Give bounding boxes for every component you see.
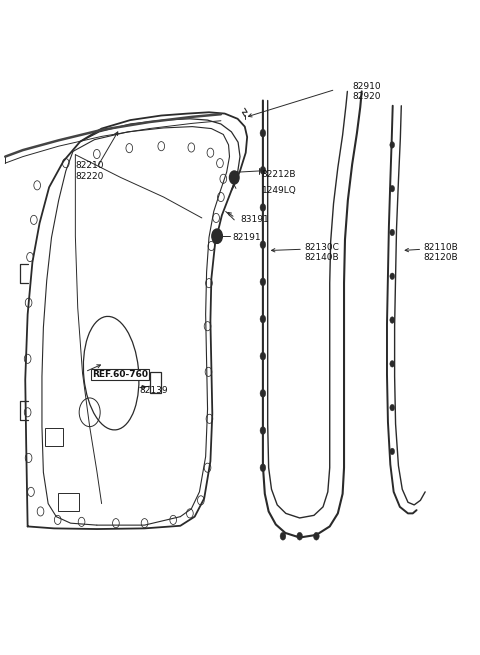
Circle shape (260, 464, 266, 472)
Text: REF.60-760: REF.60-760 (92, 370, 148, 379)
Circle shape (390, 141, 395, 148)
Circle shape (280, 533, 286, 540)
Circle shape (260, 204, 266, 212)
Circle shape (260, 426, 266, 434)
Circle shape (297, 533, 302, 540)
Circle shape (260, 129, 266, 137)
Circle shape (390, 317, 395, 324)
Circle shape (229, 171, 239, 184)
Text: 82110B
82120B: 82110B 82120B (424, 243, 458, 262)
Circle shape (260, 390, 266, 398)
Circle shape (390, 229, 395, 236)
Bar (45, 428, 63, 446)
Text: 82130C
82140B: 82130C 82140B (304, 243, 339, 262)
Text: 82191: 82191 (233, 233, 262, 242)
Circle shape (212, 229, 222, 244)
Circle shape (260, 241, 266, 249)
Circle shape (313, 533, 319, 540)
Text: 82210
82220: 82210 82220 (75, 161, 104, 181)
Circle shape (390, 448, 395, 455)
Text: 82910
82920: 82910 82920 (352, 82, 381, 101)
Circle shape (260, 315, 266, 323)
Bar (58, 493, 79, 512)
Circle shape (260, 352, 266, 360)
Circle shape (390, 273, 395, 280)
Text: 82139: 82139 (140, 386, 168, 395)
Text: 83191: 83191 (240, 215, 269, 225)
Circle shape (260, 278, 266, 286)
Text: 82212B: 82212B (262, 170, 296, 179)
Circle shape (260, 166, 266, 174)
Circle shape (390, 185, 395, 192)
Text: 1249LQ: 1249LQ (262, 186, 296, 195)
Bar (150, 372, 161, 393)
Circle shape (390, 360, 395, 367)
Circle shape (390, 404, 395, 411)
